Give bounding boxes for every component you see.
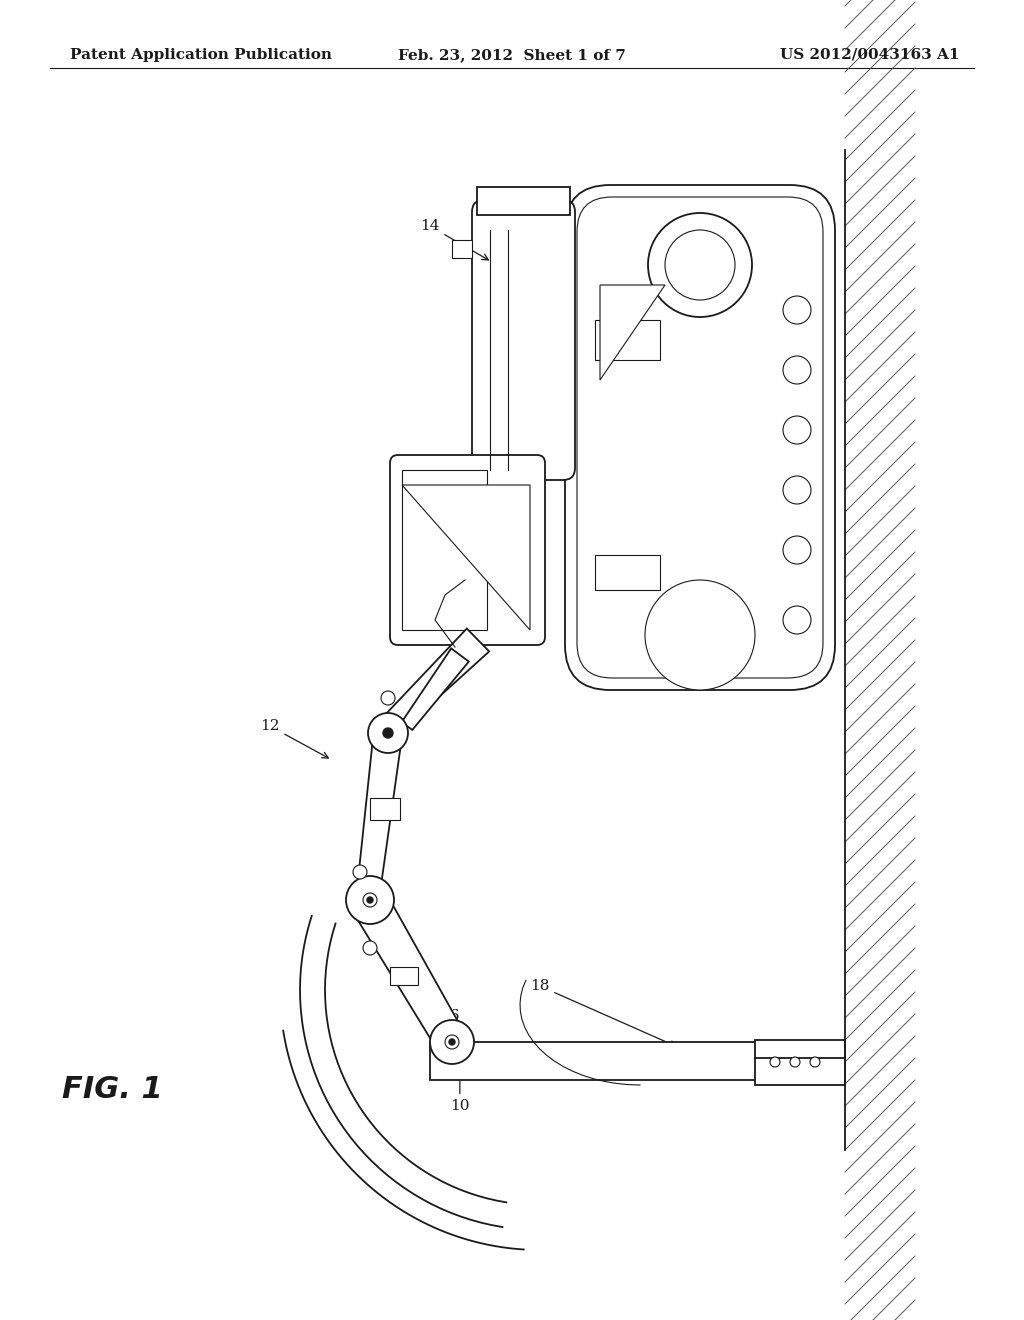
Text: 14: 14: [420, 219, 488, 260]
Polygon shape: [380, 628, 489, 737]
Circle shape: [783, 296, 811, 323]
Circle shape: [346, 876, 394, 924]
Bar: [370, 799, 400, 820]
FancyBboxPatch shape: [472, 201, 575, 480]
Circle shape: [645, 579, 755, 690]
Polygon shape: [402, 484, 530, 630]
FancyBboxPatch shape: [577, 197, 823, 678]
Bar: [755, 1040, 845, 1085]
Bar: [452, 240, 472, 257]
Polygon shape: [351, 890, 464, 1048]
Text: 10: 10: [450, 1069, 469, 1113]
Circle shape: [449, 1039, 455, 1045]
Circle shape: [362, 941, 377, 954]
Circle shape: [445, 1035, 459, 1049]
Circle shape: [783, 606, 811, 634]
Circle shape: [783, 536, 811, 564]
Polygon shape: [356, 731, 402, 896]
Bar: [430, 1041, 760, 1080]
Circle shape: [368, 713, 408, 752]
Circle shape: [665, 230, 735, 300]
Text: US 2012/0043163 A1: US 2012/0043163 A1: [780, 48, 961, 62]
Bar: [595, 319, 660, 360]
Circle shape: [783, 477, 811, 504]
Text: 18: 18: [530, 979, 676, 1047]
Text: Patent Application Publication: Patent Application Publication: [70, 48, 332, 62]
Bar: [390, 968, 418, 985]
Bar: [845, 150, 915, 1150]
Circle shape: [648, 213, 752, 317]
Circle shape: [353, 865, 367, 879]
Circle shape: [783, 416, 811, 444]
Circle shape: [367, 898, 373, 903]
FancyBboxPatch shape: [390, 455, 545, 645]
Circle shape: [790, 1057, 800, 1067]
Circle shape: [430, 1020, 474, 1064]
Bar: [595, 554, 660, 590]
Circle shape: [381, 690, 395, 705]
Circle shape: [810, 1057, 820, 1067]
Polygon shape: [600, 285, 665, 380]
Bar: [402, 470, 487, 630]
Circle shape: [770, 1057, 780, 1067]
Circle shape: [783, 356, 811, 384]
Text: 16: 16: [440, 1008, 473, 1052]
Circle shape: [383, 729, 393, 738]
Text: Feb. 23, 2012  Sheet 1 of 7: Feb. 23, 2012 Sheet 1 of 7: [398, 48, 626, 62]
FancyBboxPatch shape: [565, 185, 835, 690]
Polygon shape: [401, 648, 469, 730]
Text: FIG. 1: FIG. 1: [61, 1076, 163, 1105]
Text: 12: 12: [260, 719, 329, 758]
Bar: [477, 187, 570, 215]
Circle shape: [362, 894, 377, 907]
